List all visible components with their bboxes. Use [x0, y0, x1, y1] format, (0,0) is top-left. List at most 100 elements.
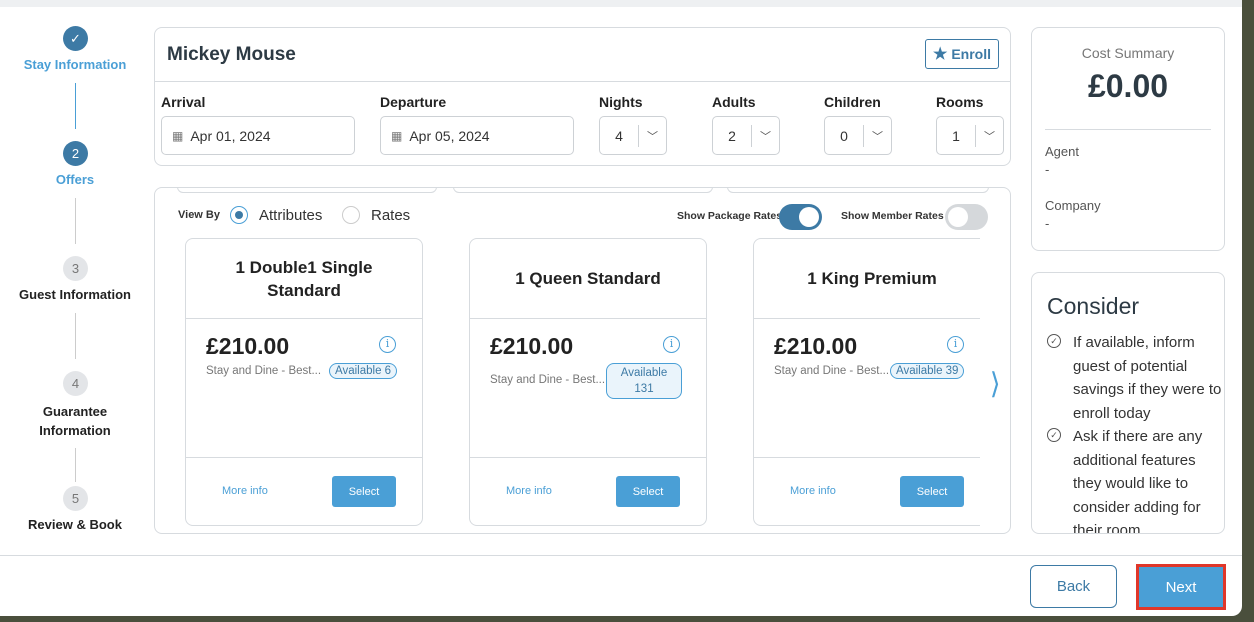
- stay-details-card: Mickey Mouse ★ Enroll Arrival ▦ Apr 01, 20…: [154, 27, 1011, 166]
- step-4-number: 4: [63, 371, 88, 396]
- select-button[interactable]: Select: [332, 476, 396, 507]
- scrolled-card-edge: [177, 188, 437, 193]
- info-icon[interactable]: i: [663, 336, 680, 353]
- step-connector: [75, 198, 76, 244]
- radio-attributes[interactable]: [230, 206, 248, 224]
- availability-badge: Available 39: [890, 363, 965, 379]
- attributes-label[interactable]: Attributes: [259, 207, 323, 224]
- scrolled-card-edge: [453, 188, 713, 193]
- next-button[interactable]: Next: [1136, 564, 1226, 610]
- tip-text: Ask if there are any additional features…: [1073, 428, 1203, 534]
- adults-label: Adults: [712, 94, 756, 110]
- chevron-down-icon: ﹀: [863, 124, 891, 147]
- step-connector: [75, 448, 76, 482]
- nights-select[interactable]: 4 ﹀: [599, 116, 667, 155]
- check-circle-icon: ✓: [1047, 428, 1061, 442]
- step-offers[interactable]: Offers: [55, 172, 95, 187]
- step-guest-information: Guest Information: [19, 287, 131, 302]
- cost-summary-card: Cost Summary £0.00 Agent - Company -: [1031, 27, 1225, 251]
- room-title: 1 Queen Standard: [470, 239, 706, 319]
- rooms-value: 1: [952, 127, 960, 144]
- consider-tips: ✓ If available, inform guest of potential…: [1047, 331, 1222, 534]
- arrival-value: Apr 01, 2024: [190, 127, 271, 144]
- chevron-right-icon[interactable]: ❭: [988, 367, 1002, 397]
- adults-value: 2: [728, 127, 736, 144]
- room-card: 1 Double1 Single Standard £210.00 i Stay…: [185, 238, 423, 526]
- rates-label[interactable]: Rates: [371, 207, 411, 224]
- divider: [1045, 129, 1211, 130]
- step-1-check-icon[interactable]: ✓: [63, 26, 88, 51]
- step-2-number: 2: [63, 141, 88, 166]
- select-button[interactable]: Select: [616, 476, 680, 507]
- step-guarantee-information: Guarantee Information: [39, 404, 111, 438]
- room-carousel: 1 Double1 Single Standard £210.00 i Stay…: [185, 238, 980, 528]
- divider: [754, 457, 980, 458]
- arrival-date-input[interactable]: ▦ Apr 01, 2024: [161, 116, 355, 155]
- agent-label: Agent: [1045, 144, 1079, 159]
- more-info-link[interactable]: More info: [506, 485, 552, 497]
- rate-description: Stay and Dine - Best...: [774, 365, 890, 377]
- room-price: £210.00: [774, 333, 858, 359]
- divider: [186, 457, 422, 458]
- availability-badge: Available 131: [606, 363, 682, 399]
- step-review-book: Review & Book: [28, 517, 122, 532]
- footer-divider: [0, 555, 1242, 556]
- member-rates-label: Show Member Rates: [841, 210, 944, 222]
- rate-description: Stay and Dine - Best...: [490, 374, 606, 386]
- room-price: £210.00: [206, 333, 290, 359]
- more-info-link[interactable]: More info: [790, 485, 836, 497]
- check-circle-icon: ✓: [1047, 334, 1061, 348]
- radio-rates[interactable]: [342, 206, 360, 224]
- member-rates-toggle[interactable]: [945, 204, 988, 230]
- children-select[interactable]: 0 ﹀: [824, 116, 892, 155]
- departure-date-input[interactable]: ▦ Apr 05, 2024: [380, 116, 574, 155]
- rooms-label: Rooms: [936, 94, 984, 110]
- calendar-icon: ▦: [391, 128, 403, 143]
- company-value: -: [1045, 216, 1050, 231]
- calendar-icon: ▦: [172, 128, 184, 143]
- nights-value: 4: [615, 127, 623, 144]
- step-3-number: 3: [63, 256, 88, 281]
- room-card: 1 King Premium £210.00 i Stay and Dine -…: [753, 238, 980, 526]
- departure-value: Apr 05, 2024: [409, 127, 490, 144]
- chevron-down-icon: ﹀: [638, 124, 666, 147]
- step-connector: [75, 83, 76, 129]
- step-connector: [75, 313, 76, 359]
- more-info-link[interactable]: More info: [222, 485, 268, 497]
- enroll-button[interactable]: ★ Enroll: [925, 39, 999, 69]
- step-5-number: 5: [63, 486, 88, 511]
- room-title: 1 King Premium: [754, 239, 980, 319]
- scrolled-card-edge: [727, 188, 989, 193]
- info-icon[interactable]: i: [379, 336, 396, 353]
- divider: [155, 81, 1010, 82]
- star-icon: ★: [932, 46, 948, 63]
- rate-description: Stay and Dine - Best...: [206, 365, 322, 377]
- arrival-label: Arrival: [161, 94, 206, 110]
- back-button[interactable]: Back: [1030, 565, 1117, 608]
- rooms-select[interactable]: 1 ﹀: [936, 116, 1004, 155]
- select-button[interactable]: Select: [900, 476, 964, 507]
- package-rates-label: Show Package Rates: [677, 210, 783, 222]
- cost-total: £0.00: [1087, 68, 1169, 104]
- company-label: Company: [1045, 198, 1101, 213]
- cost-summary-title: Cost Summary: [1081, 45, 1175, 61]
- adults-select[interactable]: 2 ﹀: [712, 116, 780, 155]
- tip-item: ✓ If available, inform guest of potential…: [1047, 331, 1222, 425]
- children-value: 0: [840, 127, 848, 144]
- departure-label: Departure: [380, 94, 447, 110]
- info-icon[interactable]: i: [947, 336, 964, 353]
- guest-name: Mickey Mouse: [167, 44, 296, 65]
- tip-text: If available, inform guest of potential …: [1073, 334, 1222, 422]
- enroll-label: Enroll: [951, 46, 991, 62]
- divider: [470, 457, 706, 458]
- package-rates-toggle[interactable]: [779, 204, 822, 230]
- step-stay-information[interactable]: Stay Information: [23, 57, 127, 72]
- nights-label: Nights: [599, 94, 643, 110]
- tip-item: ✓ Ask if there are any additional feature…: [1047, 425, 1222, 534]
- view-by-label: View By: [178, 209, 220, 221]
- children-label: Children: [824, 94, 881, 110]
- room-card: 1 Queen Standard £210.00 i Stay and Dine…: [469, 238, 707, 526]
- consider-title: Consider: [1047, 293, 1140, 319]
- room-title: 1 Double1 Single Standard: [186, 239, 422, 319]
- chevron-down-icon: ﹀: [751, 124, 779, 147]
